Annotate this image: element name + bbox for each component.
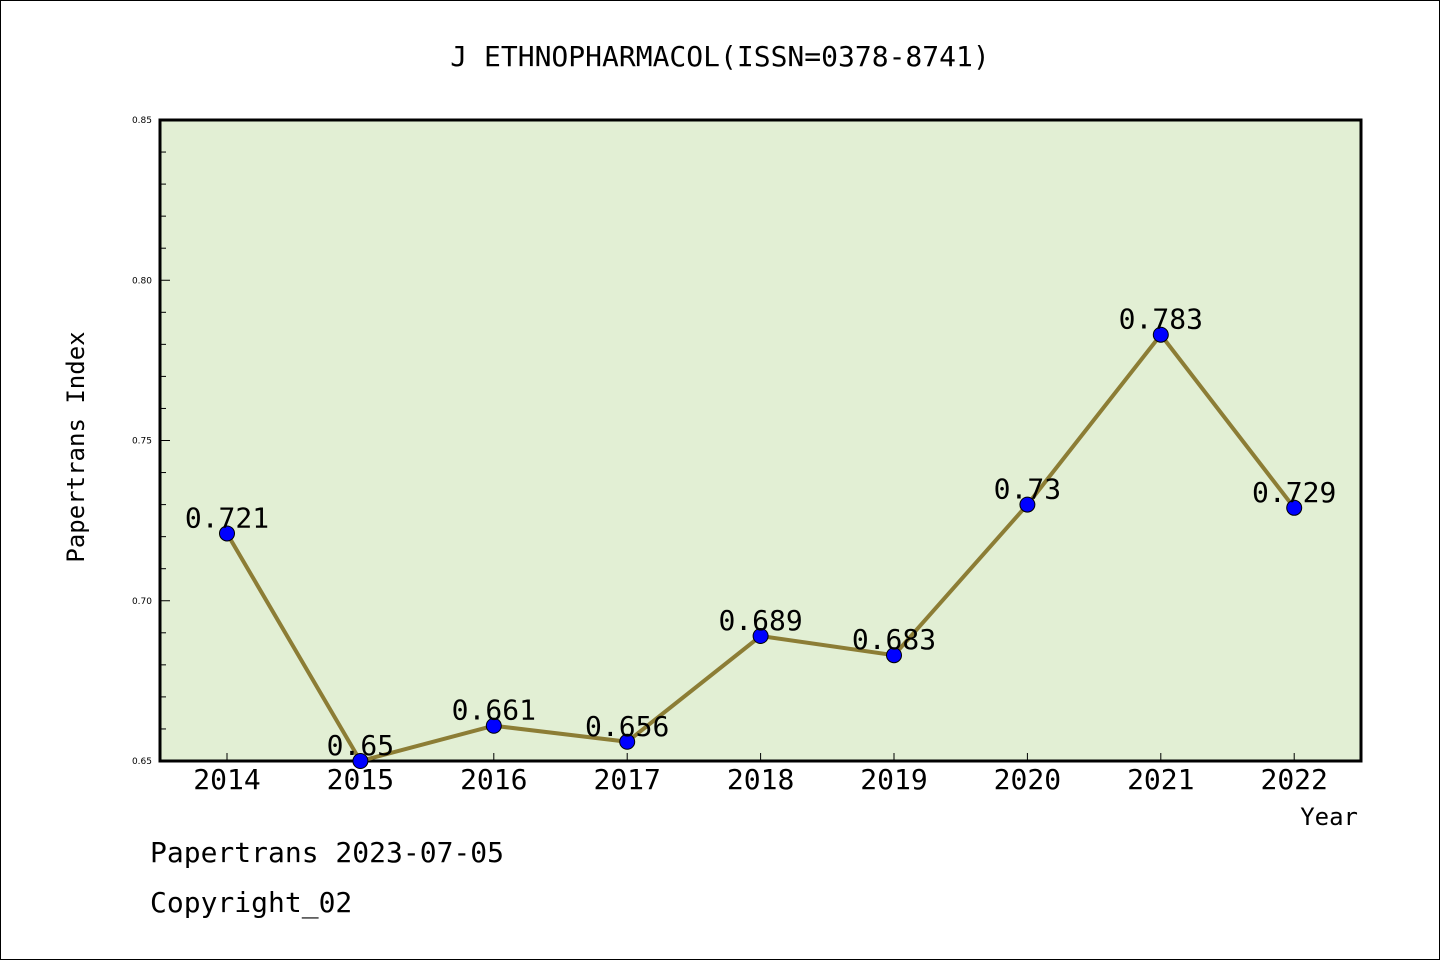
data-label: 0.689 xyxy=(718,604,802,637)
data-label: 0.729 xyxy=(1252,476,1336,509)
data-label: 0.656 xyxy=(585,710,669,743)
data-point xyxy=(752,628,769,645)
y-tick-label: 0.70 xyxy=(132,597,152,607)
y-axis-ticks: 0.65 0.70 0.75 0.80 0.85 xyxy=(132,116,170,767)
data-point xyxy=(619,733,636,750)
data-labels: 0.721 0.65 0.661 0.656 0.689 0.683 0.73 0.783 0.… xyxy=(185,303,1336,762)
x-tick-label: 2014 xyxy=(193,763,260,796)
footer-date: Papertrans 2023-07-05 xyxy=(150,836,505,869)
data-label: 0.73 xyxy=(994,473,1061,506)
y-tick-label: 0.80 xyxy=(132,276,152,286)
data-point xyxy=(886,647,902,664)
data-label: 0.783 xyxy=(1119,303,1203,336)
data-point xyxy=(1019,496,1036,513)
footer-copyright: Copyright_02 xyxy=(150,886,353,919)
data-points xyxy=(219,326,1303,769)
x-tick-label: 2021 xyxy=(1127,763,1194,796)
data-label: 0.661 xyxy=(452,694,536,727)
y-tick-label: 0.65 xyxy=(132,757,152,767)
data-label: 0.721 xyxy=(185,501,269,534)
x-axis-label: Year xyxy=(1300,803,1358,831)
x-tick-label: 2019 xyxy=(860,763,927,796)
x-axis-ticks: 2014 2015 2016 2017 2018 2019 2020 2021 2022 xyxy=(193,753,1328,796)
y-axis-label: Papertrans Index xyxy=(62,331,90,562)
x-tick-label: 2020 xyxy=(994,763,1061,796)
x-tick-label: 2018 xyxy=(727,763,794,796)
y-tick-label: 0.85 xyxy=(132,116,152,126)
data-point xyxy=(1286,499,1303,516)
y-tick-label: 0.75 xyxy=(132,437,152,447)
data-point xyxy=(485,717,502,734)
data-point xyxy=(1152,326,1169,343)
data-point xyxy=(219,525,235,542)
x-tick-label: 2022 xyxy=(1260,763,1327,796)
plot-area xyxy=(158,118,1363,763)
x-tick-label: 2016 xyxy=(460,763,527,796)
data-label: 0.683 xyxy=(852,623,936,656)
data-label: 0.65 xyxy=(327,729,394,762)
data-point xyxy=(352,753,369,769)
x-tick-label: 2017 xyxy=(593,763,660,796)
chart-title: J ETHNOPHARMACOL(ISSN=0378-8741) xyxy=(450,40,989,73)
